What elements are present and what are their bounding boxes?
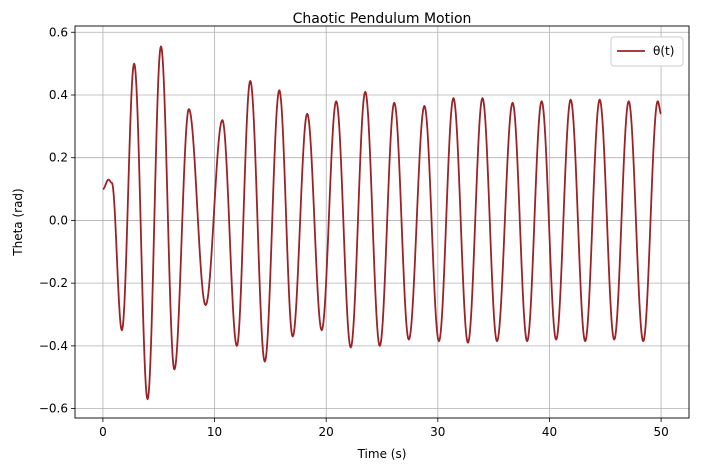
x-ticks: 0 10 20 30 40 50 bbox=[99, 418, 669, 439]
y-axis-label: Theta (rad) bbox=[11, 188, 25, 256]
y-tick-label: −0.4 bbox=[39, 339, 68, 353]
x-tick-label: 40 bbox=[542, 425, 557, 439]
chart-title: Chaotic Pendulum Motion bbox=[293, 11, 472, 27]
x-tick-label: 0 bbox=[99, 425, 107, 439]
x-tick-label: 20 bbox=[319, 425, 334, 439]
y-tick-label: 0.6 bbox=[49, 25, 68, 39]
x-tick-label: 10 bbox=[207, 425, 222, 439]
plot-frame bbox=[74, 25, 690, 419]
y-tick-label: 0.4 bbox=[49, 88, 68, 102]
y-tick-label: 0.0 bbox=[49, 213, 68, 227]
plot-lines bbox=[102, 45, 662, 401]
legend-box bbox=[610, 36, 684, 67]
y-tick-label: −0.6 bbox=[39, 402, 68, 416]
legend: θ(t) bbox=[610, 36, 684, 67]
y-tick-label: −0.2 bbox=[39, 276, 68, 290]
x-axis-label: Time (s) bbox=[357, 447, 407, 461]
legend-entry: θ(t) bbox=[653, 44, 674, 58]
y-tick-label: 0.2 bbox=[49, 151, 68, 165]
x-tick-label: 50 bbox=[653, 425, 668, 439]
x-tick-label: 30 bbox=[430, 425, 445, 439]
y-ticks: −0.6 −0.4 −0.2 0.0 0.2 0.4 0.6 bbox=[39, 25, 75, 416]
series-line bbox=[102, 45, 662, 401]
